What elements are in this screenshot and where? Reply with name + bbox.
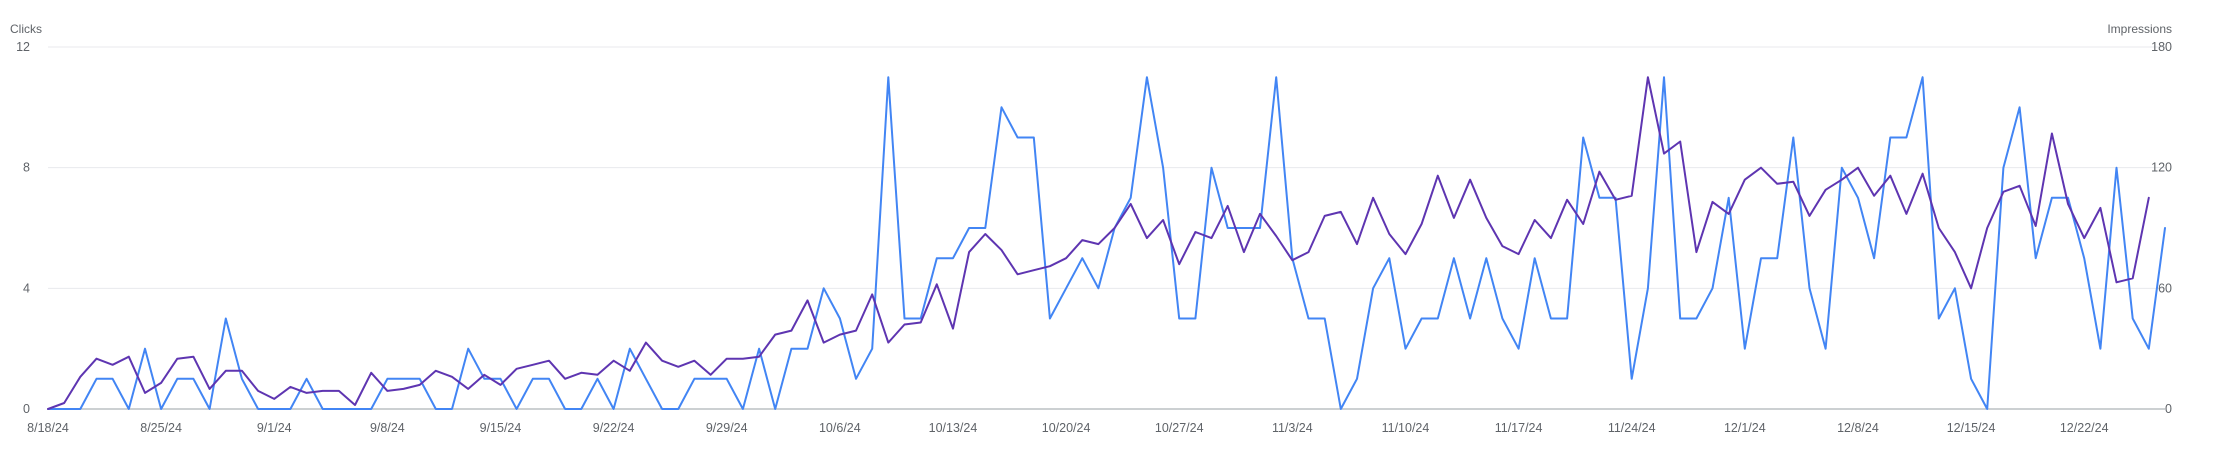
x-tick-label: 10/27/24	[1155, 421, 1204, 435]
x-tick-label: 10/6/24	[819, 421, 861, 435]
right-axis-ticks: 0 60 120 180	[2151, 40, 2172, 416]
x-tick-label: 10/13/24	[929, 421, 978, 435]
x-tick-label: 12/15/24	[1947, 421, 1996, 435]
x-tick-label: 12/8/24	[1837, 421, 1879, 435]
x-tick-label: 9/22/24	[593, 421, 635, 435]
right-axis-title: Impressions	[2107, 22, 2172, 36]
clicks-series	[47, 76, 2166, 410]
x-tick-label: 8/18/24	[27, 421, 69, 435]
right-tick-label: 60	[2158, 281, 2172, 295]
gridlines	[48, 46, 2165, 410]
x-tick-label: 12/1/24	[1724, 421, 1766, 435]
x-axis-ticks: 8/18/24 8/25/24 9/1/24 9/8/24 9/15/24 9/22/24…	[27, 421, 2108, 435]
x-tick-label: 8/25/24	[140, 421, 182, 435]
x-tick-label: 11/3/24	[1272, 421, 1313, 435]
series-lines	[47, 76, 2166, 410]
impressions-line	[47, 76, 2150, 410]
x-tick-label: 12/22/24	[2060, 421, 2109, 435]
right-tick-label: 0	[2165, 402, 2172, 416]
left-axis-title: Clicks	[10, 22, 42, 36]
clicks-line	[47, 76, 2166, 410]
left-tick-label: 0	[23, 402, 30, 416]
left-tick-label: 4	[23, 281, 30, 295]
impressions-series	[47, 76, 2150, 410]
right-tick-label: 180	[2151, 40, 2172, 54]
left-tick-label: 12	[16, 40, 30, 54]
x-tick-label: 11/24/24	[1608, 421, 1656, 435]
x-tick-label: 11/17/24	[1495, 421, 1543, 435]
left-axis-ticks: 0 4 8 12	[16, 40, 30, 416]
x-tick-label: 9/29/24	[706, 421, 748, 435]
x-tick-label: 9/15/24	[480, 421, 522, 435]
right-tick-label: 120	[2151, 161, 2172, 175]
x-tick-label: 9/1/24	[257, 421, 292, 435]
x-tick-label: 10/20/24	[1042, 421, 1091, 435]
x-tick-label: 9/8/24	[370, 421, 405, 435]
x-tick-label: 11/10/24	[1382, 421, 1430, 435]
left-tick-label: 8	[23, 161, 30, 175]
